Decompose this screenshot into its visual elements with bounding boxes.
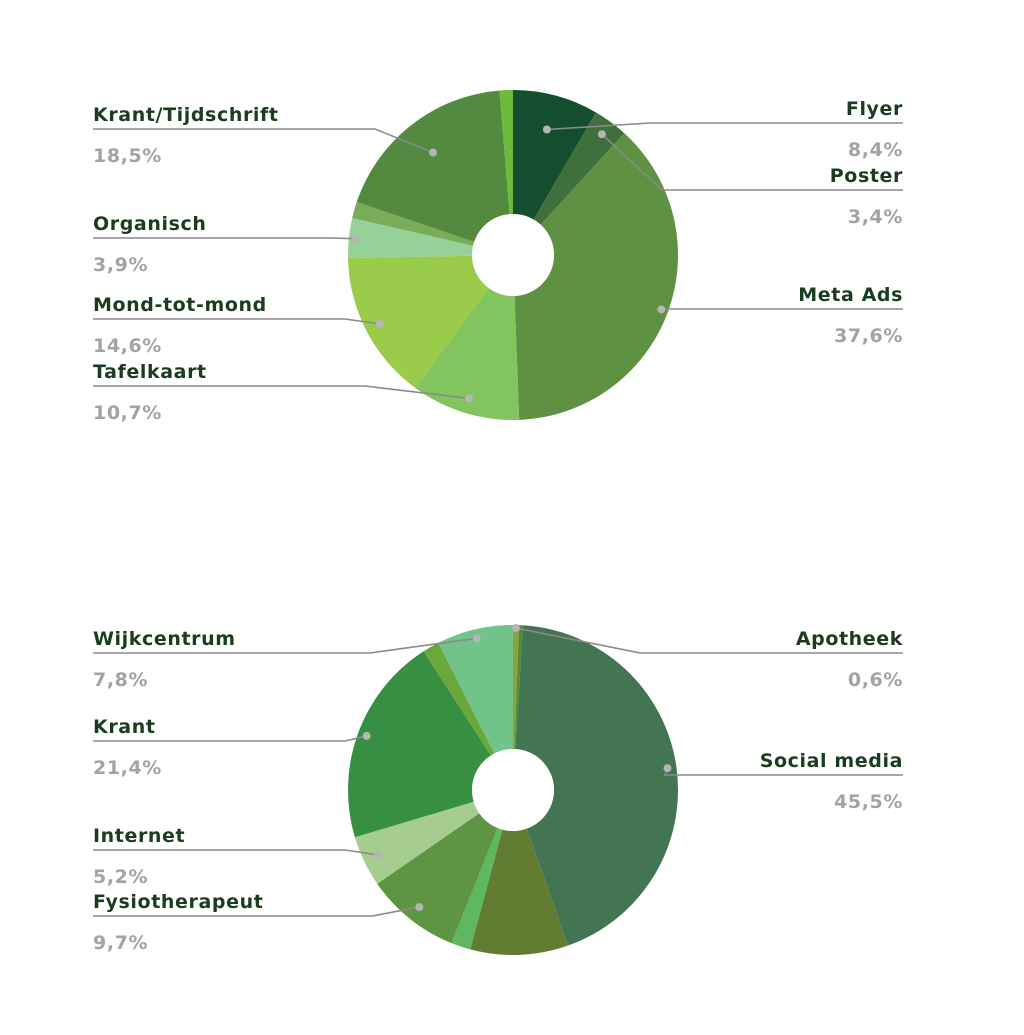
leader-dot-krant-tijdschrift (429, 149, 437, 157)
value-meta-ads: 37,6% (834, 325, 903, 347)
value-tafelkaart: 10,7% (93, 402, 162, 424)
leader-dot-poster (598, 130, 606, 138)
value-organisch: 3,9% (93, 254, 148, 276)
value-mond-tot-mond: 14,6% (93, 335, 162, 357)
donut-chart-1-svg: Flyer 8,4% Poster 3,4% Meta Ads 37,6% Krant/Ti… (0, 60, 1024, 500)
label-organisch: Organisch (93, 213, 206, 235)
value-wijkcentrum: 7,8% (93, 669, 148, 691)
label-internet: Internet (93, 825, 185, 847)
leader-dot-mond-tot-mond (376, 320, 384, 328)
donut-hole (472, 749, 554, 831)
value-krant-tijdschrift: 18,5% (93, 145, 162, 167)
label-social-media: Social media (760, 750, 903, 772)
label-krant-tijdschrift: Krant/Tijdschrift (93, 104, 279, 126)
donut-hole (472, 214, 554, 296)
leader-dot-social-media (663, 764, 671, 772)
leader-line-tafelkaart (93, 386, 469, 398)
label-flyer: Flyer (846, 98, 903, 120)
label-tafelkaart: Tafelkaart (93, 361, 207, 383)
leader-dot-tafelkaart (465, 394, 473, 402)
leader-dot-wijkcentrum (473, 634, 481, 642)
leader-dot-fysiotherapeut (415, 903, 423, 911)
leader-dot-organisch (352, 235, 360, 243)
leader-line-organisch (93, 238, 356, 239)
value-krant: 21,4% (93, 757, 162, 779)
leader-dot-krant (363, 732, 371, 740)
label-apotheek: Apotheek (796, 628, 903, 650)
leader-line-mond-tot-mond (93, 319, 380, 324)
label-mond-tot-mond: Mond-tot-mond (93, 294, 267, 316)
value-social-media: 45,5% (834, 791, 903, 813)
leader-line-internet (93, 850, 378, 855)
leader-dot-meta-ads (657, 305, 665, 313)
donut-chart-2: Apotheek 0,6% Social media 45,5% Wijkcentrum… (0, 595, 1024, 1035)
value-flyer: 8,4% (848, 139, 903, 161)
leader-dot-internet (374, 851, 382, 859)
label-wijkcentrum: Wijkcentrum (93, 628, 236, 650)
label-fysiotherapeut: Fysiotherapeut (93, 891, 263, 913)
leader-dot-flyer (543, 126, 551, 134)
donut-chart-1: Flyer 8,4% Poster 3,4% Meta Ads 37,6% Krant/Ti… (0, 60, 1024, 500)
leader-dot-apotheek (512, 624, 520, 632)
label-poster: Poster (830, 165, 903, 187)
value-internet: 5,2% (93, 866, 148, 888)
value-fysiotherapeut: 9,7% (93, 932, 148, 954)
label-meta-ads: Meta Ads (798, 284, 903, 306)
donut-chart-2-svg: Apotheek 0,6% Social media 45,5% Wijkcentrum… (0, 595, 1024, 1035)
value-poster: 3,4% (848, 206, 903, 228)
label-krant: Krant (93, 716, 156, 738)
value-apotheek: 0,6% (848, 669, 903, 691)
